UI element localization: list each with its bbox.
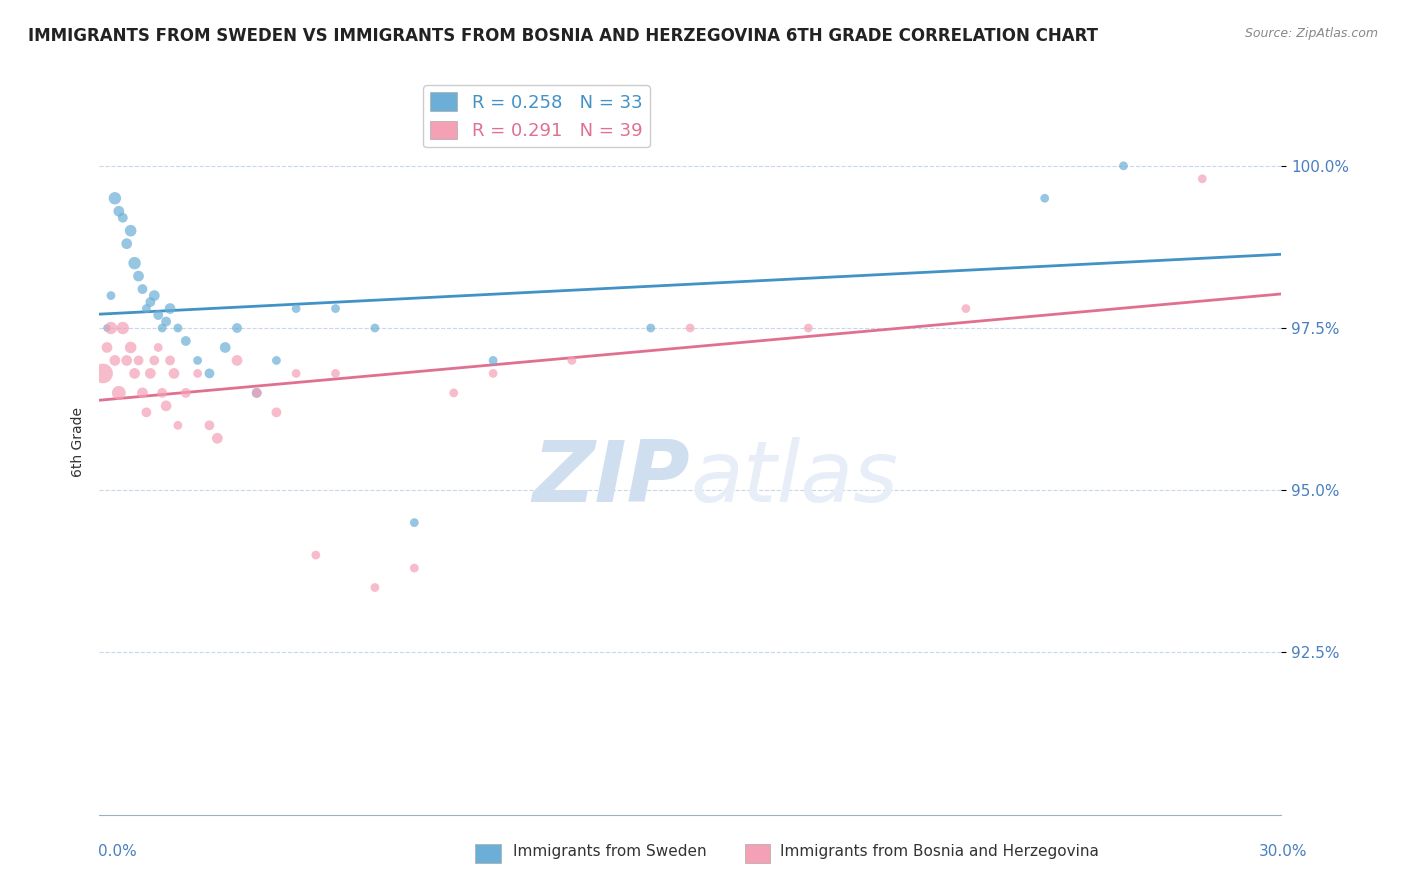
Point — [266, 353, 288, 368]
Point — [167, 321, 190, 335]
Point — [167, 418, 190, 433]
Point — [155, 399, 177, 413]
Text: Immigrants from Sweden: Immigrants from Sweden — [513, 845, 707, 859]
Point — [679, 321, 702, 335]
Y-axis label: 6th Grade: 6th Grade — [72, 407, 86, 476]
Point — [364, 321, 387, 335]
Point — [139, 295, 162, 310]
Point — [285, 367, 308, 381]
Point — [198, 367, 221, 381]
Point — [207, 431, 229, 445]
Text: Immigrants from Bosnia and Herzegovina: Immigrants from Bosnia and Herzegovina — [780, 845, 1099, 859]
Point — [325, 301, 347, 316]
Point — [187, 353, 209, 368]
Point — [124, 256, 146, 270]
Point — [148, 341, 170, 355]
Point — [120, 224, 142, 238]
Point — [120, 341, 142, 355]
Point — [115, 353, 138, 368]
Point — [143, 288, 166, 302]
Point — [111, 321, 134, 335]
Point — [124, 367, 146, 381]
Point — [111, 211, 134, 225]
Point — [174, 385, 197, 400]
Point — [143, 353, 166, 368]
Point — [108, 385, 131, 400]
Point — [797, 321, 820, 335]
Point — [155, 314, 177, 328]
Point — [159, 353, 181, 368]
Point — [104, 191, 127, 205]
Text: IMMIGRANTS FROM SWEDEN VS IMMIGRANTS FROM BOSNIA AND HERZEGOVINA 6TH GRADE CORRE: IMMIGRANTS FROM SWEDEN VS IMMIGRANTS FRO… — [28, 27, 1098, 45]
Point — [108, 204, 131, 219]
Point — [131, 385, 153, 400]
Point — [1191, 171, 1213, 186]
Point — [246, 385, 269, 400]
Point — [404, 561, 426, 575]
Point — [131, 282, 153, 296]
Point — [104, 353, 127, 368]
Point — [404, 516, 426, 530]
Point — [305, 548, 328, 562]
Point — [128, 269, 150, 284]
Point — [96, 341, 118, 355]
Point — [115, 236, 138, 251]
Text: 0.0%: 0.0% — [98, 845, 138, 859]
Point — [325, 367, 347, 381]
Point — [246, 385, 269, 400]
Point — [159, 301, 181, 316]
Point — [285, 301, 308, 316]
Point — [266, 405, 288, 419]
Text: Source: ZipAtlas.com: Source: ZipAtlas.com — [1244, 27, 1378, 40]
Point — [214, 341, 236, 355]
Point — [198, 418, 221, 433]
Point — [96, 321, 118, 335]
Point — [174, 334, 197, 348]
Text: 30.0%: 30.0% — [1260, 845, 1308, 859]
Point — [561, 353, 583, 368]
Point — [139, 367, 162, 381]
Point — [135, 405, 157, 419]
Point — [187, 367, 209, 381]
Point — [100, 288, 122, 302]
Point — [482, 353, 505, 368]
Text: atlas: atlas — [690, 437, 898, 520]
Legend: R = 0.258   N = 33, R = 0.291   N = 39: R = 0.258 N = 33, R = 0.291 N = 39 — [423, 85, 650, 147]
Point — [443, 385, 465, 400]
Point — [100, 321, 122, 335]
Point — [955, 301, 977, 316]
Point — [226, 321, 249, 335]
Point — [482, 367, 505, 381]
Point — [135, 301, 157, 316]
Point — [1033, 191, 1056, 205]
Point — [128, 353, 150, 368]
Point — [1112, 159, 1135, 173]
Point — [226, 353, 249, 368]
Point — [150, 321, 173, 335]
Point — [148, 308, 170, 322]
Point — [91, 367, 114, 381]
Point — [150, 385, 173, 400]
Point — [163, 367, 186, 381]
Text: ZIP: ZIP — [533, 437, 690, 520]
Point — [364, 581, 387, 595]
Point — [640, 321, 662, 335]
